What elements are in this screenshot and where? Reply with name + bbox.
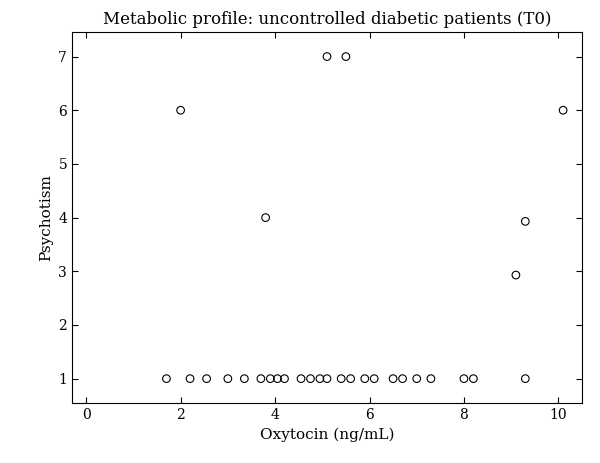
Point	[161, 375, 171, 382]
Point	[341, 53, 350, 60]
Point	[315, 375, 325, 382]
Point	[280, 375, 289, 382]
Point	[272, 375, 282, 382]
Point	[426, 375, 436, 382]
Point	[266, 375, 275, 382]
Point	[398, 375, 407, 382]
Point	[322, 53, 332, 60]
Point	[337, 375, 346, 382]
Point	[322, 375, 332, 382]
Point	[296, 375, 306, 382]
Point	[370, 375, 379, 382]
Point	[185, 375, 195, 382]
Point	[521, 218, 530, 225]
X-axis label: Oxytocin (ng/mL): Oxytocin (ng/mL)	[260, 427, 394, 442]
Point	[346, 375, 355, 382]
Y-axis label: Psychotism: Psychotism	[39, 174, 53, 261]
Point	[511, 271, 521, 279]
Point	[412, 375, 422, 382]
Point	[223, 375, 233, 382]
Point	[388, 375, 398, 382]
Point	[256, 375, 266, 382]
Point	[360, 375, 370, 382]
Point	[202, 375, 211, 382]
Title: Metabolic profile: uncontrolled diabetic patients (T0): Metabolic profile: uncontrolled diabetic…	[103, 11, 551, 28]
Point	[176, 106, 185, 114]
Point	[239, 375, 249, 382]
Point	[469, 375, 478, 382]
Point	[521, 375, 530, 382]
Point	[459, 375, 469, 382]
Point	[305, 375, 315, 382]
Point	[261, 214, 271, 221]
Point	[559, 106, 568, 114]
